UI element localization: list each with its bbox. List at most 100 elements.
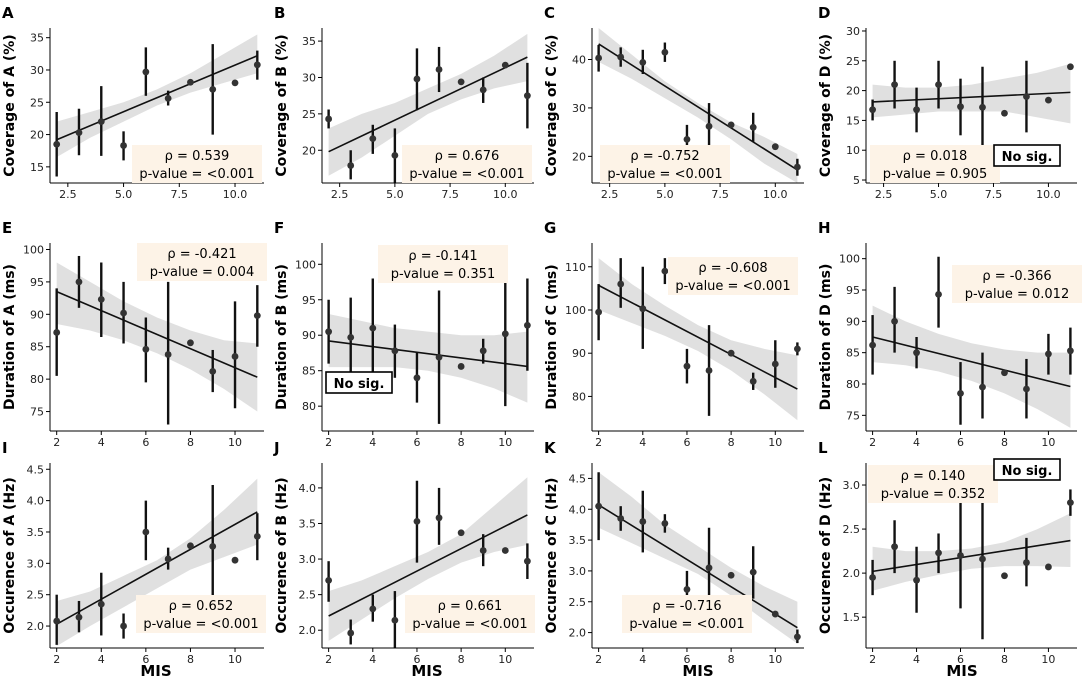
data-point [187, 542, 194, 550]
regression-line [598, 43, 798, 171]
data-point [120, 309, 127, 317]
x-tick-label: 6 [683, 653, 690, 666]
regression-line [328, 340, 528, 368]
panel-letter: G [544, 219, 556, 237]
regression-line [328, 514, 528, 617]
panel-i: I Occurence of A (Hz) 2 4 6 8 10 2.0 2.5 3.0 3.5 4.… [2, 439, 266, 666]
y-tick-label: 95 [30, 276, 44, 289]
y-tick-label: 85 [302, 365, 316, 378]
data-point [979, 103, 986, 111]
data-point [457, 363, 465, 370]
panel-letter: K [544, 439, 557, 457]
x-tick-label: 10 [1041, 653, 1055, 666]
y-tick-label: 3.5 [569, 534, 587, 547]
x-tick-label: 2 [53, 653, 60, 666]
data-point [369, 135, 377, 143]
x-tick-label: 8 [1001, 653, 1008, 666]
x-axis-label-col3: MIS [682, 662, 713, 680]
data-point [617, 280, 625, 288]
y-tick-label: 4.0 [299, 482, 317, 495]
data-point [209, 367, 217, 375]
data-point [891, 543, 898, 551]
data-point [957, 390, 964, 397]
data-point [391, 616, 399, 624]
confidence-band [56, 262, 258, 412]
panel-f: F Duration of B (ms) 2 4 6 8 10 80 85 90 95 100 ρ = … [274, 219, 534, 449]
y-tick-label: 25 [846, 55, 860, 68]
y-tick-label: 2.0 [299, 624, 317, 637]
y-tick-label: 40 [572, 53, 586, 66]
data-point [661, 267, 669, 275]
data-point [1067, 347, 1074, 355]
data-point [1001, 109, 1008, 117]
data-point [1001, 572, 1008, 580]
data-point [75, 278, 83, 286]
y-tick-label: 20 [302, 144, 316, 157]
data-point [75, 613, 83, 621]
regression-line [598, 504, 798, 629]
y-tick-label: 30 [846, 25, 860, 38]
regression-line [872, 539, 1071, 573]
data-point [142, 68, 150, 76]
data-point [749, 377, 757, 385]
data-point [164, 351, 172, 358]
x-tick-label: 7.5 [171, 188, 189, 201]
confidence-band [872, 513, 1071, 591]
data-point [891, 81, 898, 89]
y-tick-label: 80 [572, 390, 586, 403]
x-tick-label: 6 [142, 653, 149, 666]
panel-letter: I [2, 439, 8, 457]
x-tick-label: 8 [458, 653, 465, 666]
y-tick-label: 20 [572, 150, 586, 163]
data-point [683, 362, 691, 370]
y-axis-label: Occurence of C (Hz) [544, 478, 560, 634]
data-point [727, 571, 735, 579]
data-point [501, 61, 509, 69]
y-axis-label: Coverage of C (%) [544, 35, 560, 177]
data-point [1045, 96, 1052, 104]
x-tick-label: 2 [325, 653, 332, 666]
data-point [639, 518, 647, 525]
x-tick-label: 4 [98, 653, 105, 666]
y-axis-label: Occurence of A (Hz) [2, 477, 18, 633]
regression-line [872, 91, 1071, 103]
x-tick-label: 10 [498, 653, 512, 666]
x-tick-label: 2 [595, 653, 602, 666]
regression-line [56, 511, 258, 625]
confidence-band [56, 34, 258, 158]
data-point [413, 75, 421, 83]
x-tick-label: 6 [957, 653, 964, 666]
y-axis-label: Occurence of D (Hz) [818, 477, 834, 634]
y-tick-label: 25 [302, 108, 316, 121]
data-point [253, 532, 261, 540]
x-tick-label: 2 [595, 436, 602, 449]
data-point [793, 633, 801, 641]
panel-letter: C [544, 4, 555, 22]
y-axis-label: Coverage of B (%) [274, 34, 290, 176]
y-tick-label: 90 [572, 347, 586, 360]
data-point [727, 121, 735, 129]
panel-letter: D [818, 4, 830, 22]
rho-value: ρ = 0.539 [165, 149, 230, 164]
y-tick-label: 90 [302, 329, 316, 342]
data-point [347, 629, 355, 637]
data-point [639, 305, 647, 313]
rho-value: ρ = 0.652 [169, 599, 234, 614]
rho-value: ρ = -0.366 [982, 269, 1051, 284]
data-point [457, 78, 465, 86]
data-point [793, 345, 801, 353]
data-point [97, 118, 105, 126]
data-point [793, 163, 801, 171]
x-tick-label: 7.5 [441, 188, 459, 201]
x-tick-label: 8 [187, 436, 194, 449]
panel-letter: A [2, 4, 14, 22]
x-tick-label: 2.5 [331, 188, 349, 201]
panel-c: C Coverage of C (%) 2.5 5.0 7.5 10.0 20 30 40 ρ =… [544, 4, 804, 201]
data-point [935, 81, 942, 89]
data-point [979, 555, 986, 563]
x-tick-label: 5.0 [386, 188, 404, 201]
y-tick-label: 95 [302, 294, 316, 307]
data-point [957, 552, 964, 559]
